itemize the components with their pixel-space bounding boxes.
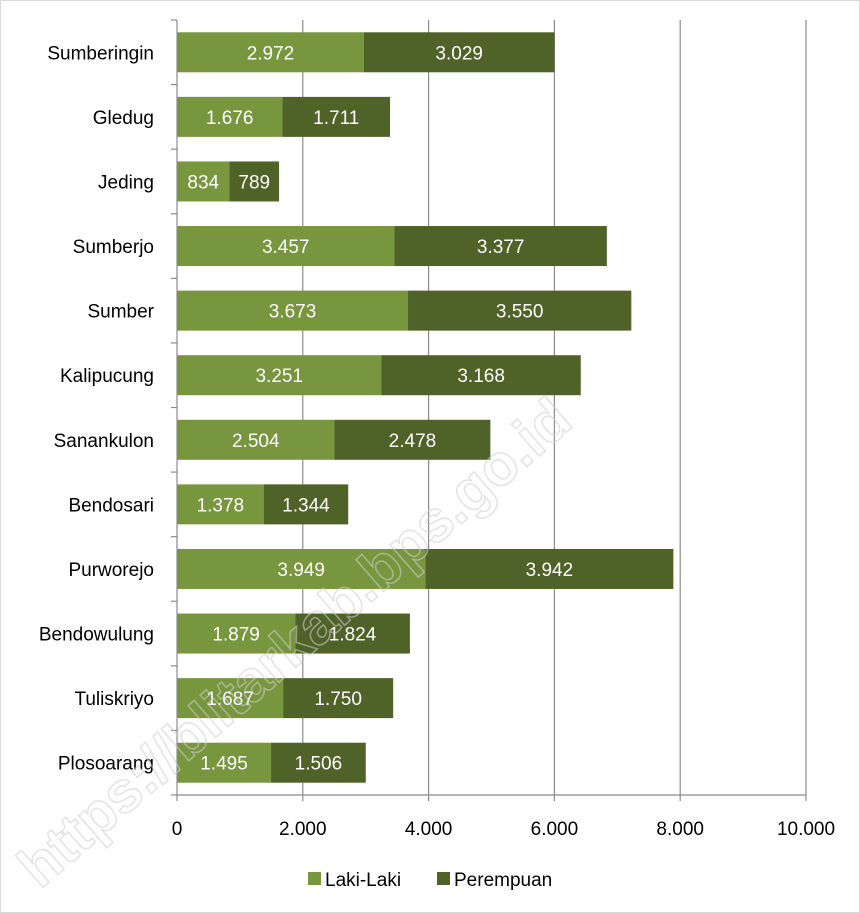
category-label: Bendowulung xyxy=(39,625,154,646)
bar-segment xyxy=(177,548,426,589)
tick-label: 2.000 xyxy=(279,819,327,840)
data-label: 2.972 xyxy=(247,43,295,64)
legend-swatch xyxy=(308,872,321,885)
data-label: 1.506 xyxy=(295,754,343,775)
data-label: 3.550 xyxy=(496,302,544,323)
bar-segment xyxy=(283,678,394,719)
data-label: 1.378 xyxy=(197,495,245,516)
category-label: Kalipucung xyxy=(60,366,154,387)
data-label: 3.377 xyxy=(477,237,525,258)
category-label: Purworejo xyxy=(68,560,154,581)
data-label: 3.673 xyxy=(269,302,317,323)
tick-label: 10.000 xyxy=(777,819,835,840)
bar-segment xyxy=(177,96,283,137)
data-label: 1.711 xyxy=(313,108,359,129)
legend-swatch xyxy=(437,872,450,885)
data-label: 2.504 xyxy=(232,431,280,452)
data-label: 789 xyxy=(238,172,270,193)
legend-label: Laki-Laki xyxy=(325,870,401,891)
bar-segment xyxy=(282,96,391,137)
category-label: Sumberingin xyxy=(47,43,154,64)
bar-segment xyxy=(177,161,230,202)
bar-segment xyxy=(177,290,409,331)
category-label: Bendosari xyxy=(68,495,154,516)
data-label: 3.168 xyxy=(457,366,505,387)
data-label: 1.676 xyxy=(206,108,254,129)
data-label: 3.251 xyxy=(255,366,303,387)
bar-segment xyxy=(177,484,264,525)
category-label: Sanankulon xyxy=(54,431,154,452)
data-label: 3.949 xyxy=(277,560,325,581)
bar-segment xyxy=(177,355,382,396)
gridlines xyxy=(302,20,807,795)
bar-segment xyxy=(363,32,555,73)
category-label: Gledug xyxy=(93,108,154,129)
bar-segment xyxy=(177,419,335,460)
tick-label: 0 xyxy=(172,819,183,840)
tick-label: 6.000 xyxy=(531,819,579,840)
bar-segment xyxy=(381,355,581,396)
data-label: 1.750 xyxy=(314,689,362,710)
data-label: 834 xyxy=(187,172,219,193)
bar-segment xyxy=(394,226,607,267)
tick-label: 4.000 xyxy=(405,819,453,840)
legend: Laki-Laki Perempuan xyxy=(308,870,552,891)
data-label: 1.879 xyxy=(212,625,260,646)
category-label: Sumber xyxy=(87,302,154,323)
category-label: Plosoarang xyxy=(58,754,154,775)
data-label: 1.687 xyxy=(206,689,254,710)
data-label: 2.478 xyxy=(389,431,437,452)
bar-segment xyxy=(334,419,491,460)
data-labels: 2.972 3.029 1.676 1.711 834 789 3.457 3.377 3.67… xyxy=(187,43,573,774)
bar-segment xyxy=(177,678,284,719)
bar-segment xyxy=(177,742,272,783)
bar-segment xyxy=(177,226,395,267)
bar-segment xyxy=(263,484,349,525)
bar-segment xyxy=(408,290,632,331)
bar-segment xyxy=(271,742,366,783)
category-label: Jeding xyxy=(98,172,154,193)
data-label: 3.942 xyxy=(526,560,574,581)
bar-segment xyxy=(177,613,296,654)
tick-label: 8.000 xyxy=(656,819,704,840)
legend-label: Perempuan xyxy=(454,870,552,891)
category-axis: Sumberingin Gledug Jeding Sumberjo Sumber Kal… xyxy=(39,19,178,796)
data-label: 1.344 xyxy=(282,495,330,516)
category-label: Tuliskriyo xyxy=(74,689,154,710)
bar-series xyxy=(177,32,674,783)
data-label: 1.824 xyxy=(329,625,377,646)
bar-segment xyxy=(425,548,674,589)
data-label: 3.029 xyxy=(435,43,483,64)
category-label: Sumberjo xyxy=(73,237,154,258)
data-label: 3.457 xyxy=(262,237,310,258)
bar-segment xyxy=(177,32,364,73)
bar-segment xyxy=(229,161,280,202)
value-axis: 0 2.000 4.000 6.000 8.000 10.000 xyxy=(172,794,835,840)
data-label: 1.495 xyxy=(200,754,248,775)
bar-segment xyxy=(295,613,410,654)
